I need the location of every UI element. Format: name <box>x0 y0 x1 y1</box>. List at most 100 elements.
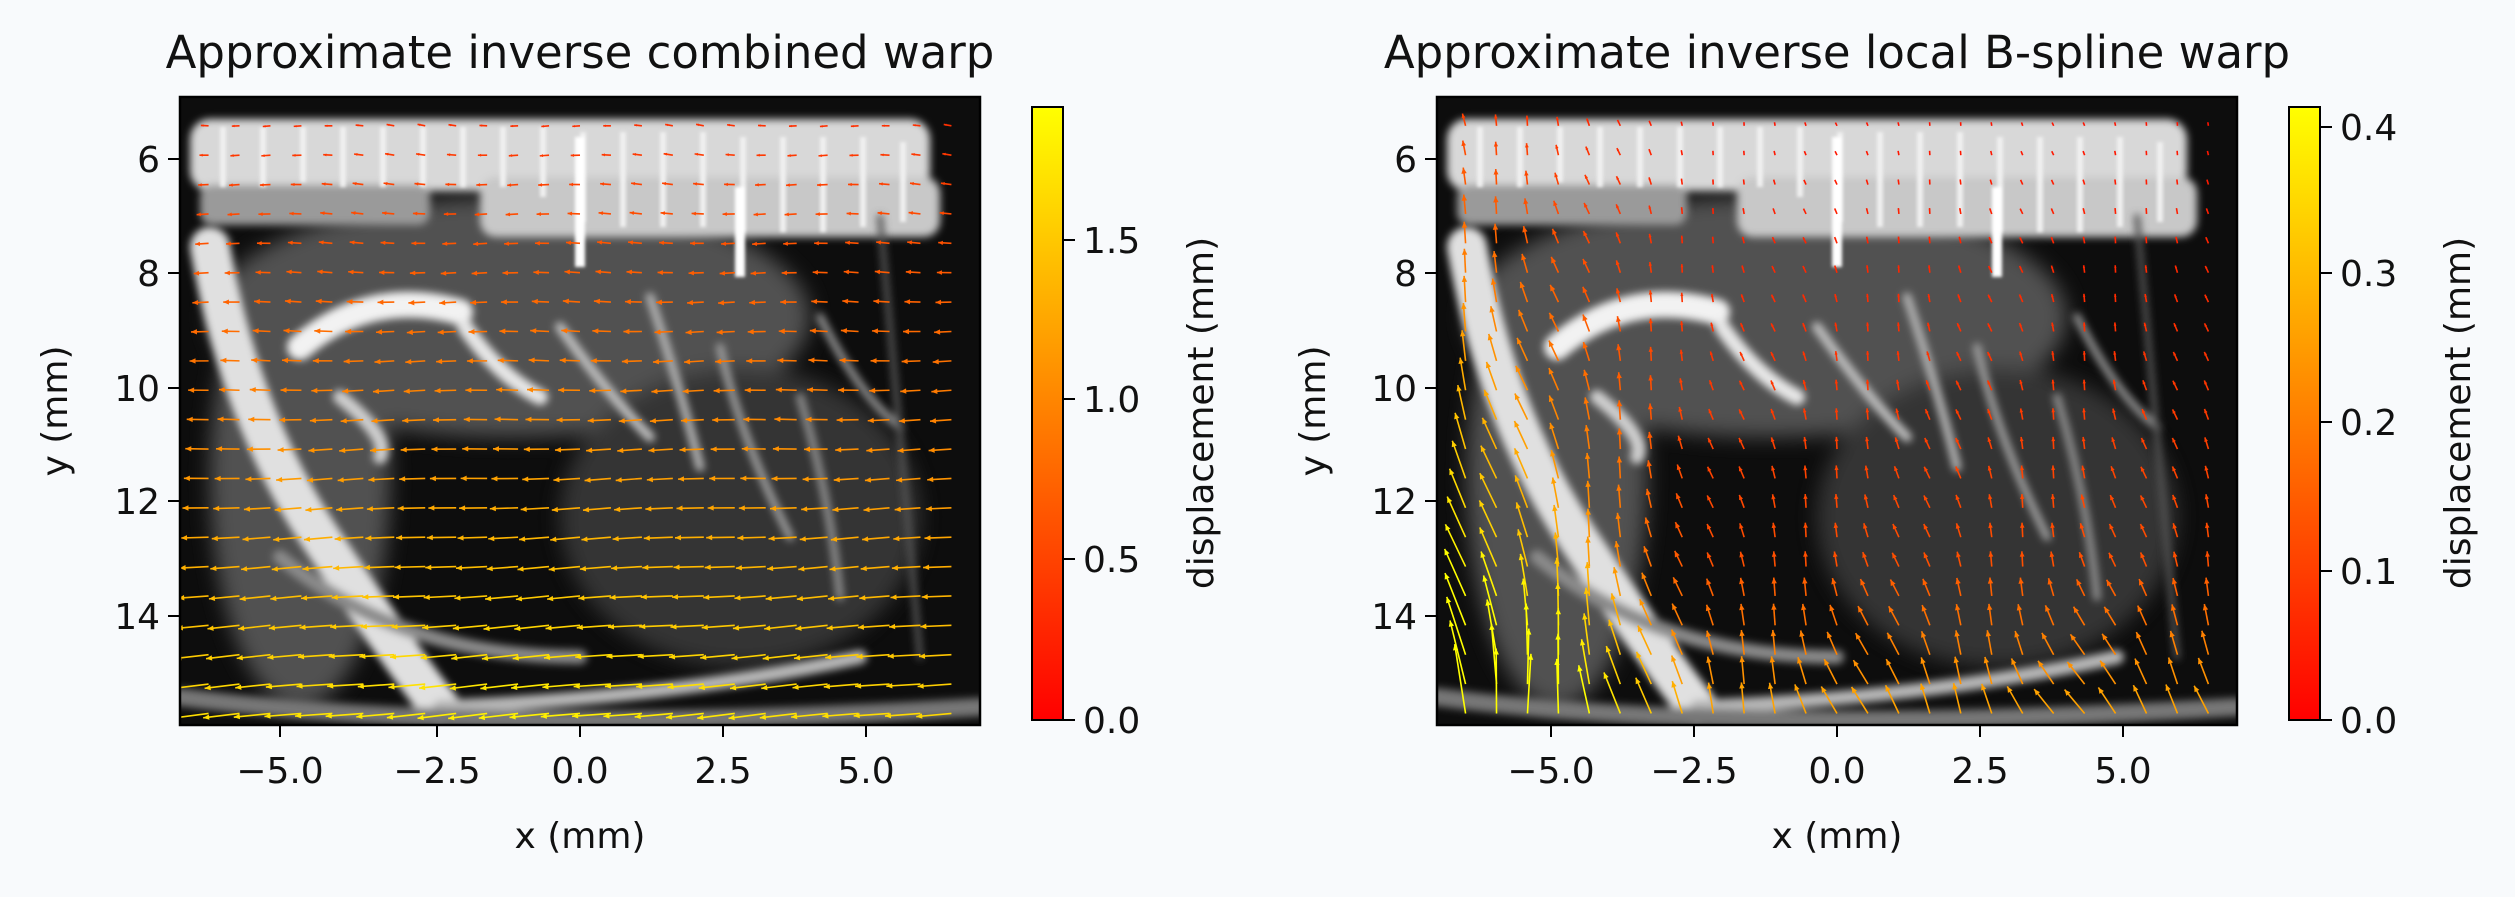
vector-arrow <box>226 241 240 246</box>
vector-arrow <box>1891 552 1900 567</box>
vector-arrow <box>1889 579 1900 597</box>
vector-arrow <box>863 506 890 513</box>
vector-arrow <box>587 417 611 424</box>
vector-arrow <box>1583 397 1591 420</box>
vector-arrow <box>579 565 612 572</box>
vector-arrow <box>1492 250 1498 273</box>
vector-arrow <box>606 653 642 660</box>
vector-arrow <box>2171 577 2179 597</box>
vector-arrow <box>1921 604 1931 626</box>
vector-arrow <box>873 298 890 304</box>
vector-arrow <box>1894 437 1900 450</box>
vector-arrow <box>790 712 828 720</box>
vector-arrow <box>2142 380 2148 391</box>
vector-arrow <box>713 387 735 394</box>
vector-arrow <box>2145 122 2148 126</box>
vector-arrow <box>838 387 859 393</box>
vector-arrow <box>311 387 333 394</box>
vector-arrow <box>1831 577 1838 597</box>
vector-arrow <box>1958 236 1962 244</box>
vector-arrow <box>451 653 488 661</box>
vector-arrow <box>735 565 766 571</box>
vector-arrow <box>314 328 333 334</box>
vector-arrow <box>1444 572 1467 626</box>
vector-arrow <box>383 181 395 186</box>
vector-arrow <box>2206 179 2210 185</box>
vector-arrow <box>1773 150 1776 156</box>
vector-arrow <box>337 477 364 483</box>
vector-arrow <box>230 154 240 158</box>
vector-arrow <box>452 624 488 631</box>
vector-arrow <box>553 477 581 483</box>
vector-arrow <box>1990 122 1993 126</box>
left-colorbar-label: displacement (mm) <box>1181 237 1222 589</box>
vector-arrow <box>1461 167 1467 185</box>
vector-arrow <box>1955 577 1962 597</box>
vector-arrow <box>243 506 271 512</box>
vector-arrow <box>1517 309 1529 332</box>
vector-arrow <box>2203 380 2210 391</box>
vector-arrow <box>2051 408 2056 420</box>
vector-arrow <box>654 329 673 335</box>
vector-arrow <box>1739 322 1745 332</box>
vector-arrow <box>842 298 859 304</box>
vector-arrow <box>1705 604 1714 626</box>
vector-arrow <box>1988 551 1994 567</box>
vector-arrow <box>659 240 673 246</box>
vector-arrow <box>211 535 240 542</box>
vector-arrow <box>369 447 395 453</box>
vector-arrow <box>402 417 426 424</box>
vector-arrow <box>459 505 488 511</box>
vector-arrow <box>204 683 240 691</box>
vector-arrow <box>1742 150 1745 156</box>
vector-arrow <box>2141 408 2148 420</box>
vector-arrow <box>764 624 797 631</box>
vector-arrow <box>372 388 395 395</box>
vector-arrow <box>2114 179 2117 185</box>
vector-arrow <box>2050 522 2055 538</box>
vector-arrow <box>294 712 333 719</box>
vector-arrow <box>759 712 797 720</box>
vector-arrow <box>2114 207 2117 215</box>
vector-arrow <box>1555 633 1561 685</box>
vector-arrow <box>864 477 890 483</box>
vector-arrow <box>1522 225 1529 244</box>
vector-arrow <box>312 358 333 364</box>
vector-arrow <box>196 212 209 217</box>
vector-arrow <box>1772 208 1776 215</box>
vector-arrow <box>1954 630 1962 655</box>
vector-arrow <box>216 446 240 452</box>
vector-arrow <box>1739 523 1745 538</box>
vector-arrow <box>1525 628 1532 685</box>
vector-arrow <box>1674 521 1683 538</box>
vector-arrow <box>1635 677 1653 714</box>
vector-arrow <box>1461 194 1468 215</box>
vector-arrow <box>271 565 302 572</box>
vector-arrow <box>1987 322 1993 332</box>
vector-arrow <box>614 506 642 513</box>
vector-arrow <box>796 595 828 602</box>
vector-arrow <box>1740 294 1745 303</box>
vector-arrow <box>1802 208 1807 215</box>
vector-arrow <box>2082 265 2086 273</box>
vector-arrow <box>1548 312 1560 332</box>
vector-arrow <box>829 565 859 572</box>
vector-arrow <box>2138 578 2148 597</box>
vector-arrow <box>2145 150 2148 156</box>
vector-arrow <box>890 594 921 600</box>
vector-arrow <box>2020 494 2025 508</box>
vector-arrow <box>354 152 364 156</box>
vector-arrow <box>1679 378 1684 391</box>
vector-arrow <box>1770 294 1776 303</box>
vector-arrow <box>315 298 333 305</box>
vector-arrow <box>694 152 704 156</box>
vector-arrow <box>1489 305 1498 332</box>
vector-arrow <box>286 269 302 275</box>
vector-arrow <box>492 446 519 452</box>
vector-arrow <box>2019 351 2024 362</box>
vector-arrow <box>1866 322 1870 332</box>
vector-arrow <box>590 358 611 364</box>
vector-arrow <box>378 270 395 275</box>
vector-arrow <box>1928 236 1931 244</box>
vector-arrow <box>1925 379 1931 391</box>
